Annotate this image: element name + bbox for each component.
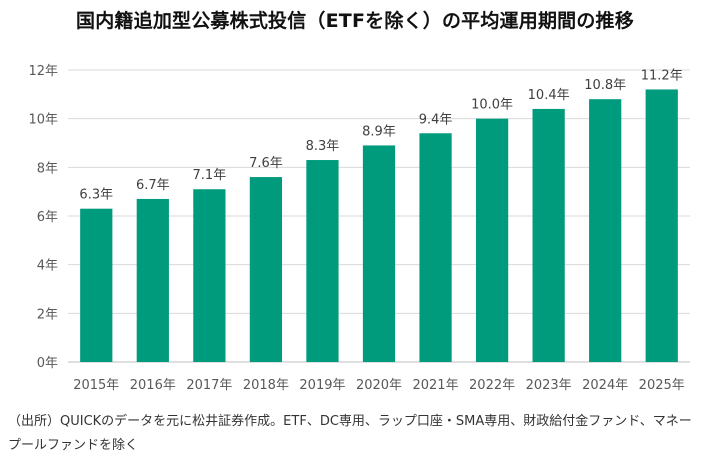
y-tick-label: 6年 bbox=[37, 210, 58, 225]
data-label: 7.6年 bbox=[249, 156, 283, 171]
x-tick-label: 2018年 bbox=[243, 378, 289, 393]
x-tick-label: 2022年 bbox=[469, 378, 515, 393]
bar bbox=[362, 145, 396, 362]
bar bbox=[193, 189, 226, 362]
y-tick-label: 8年 bbox=[37, 161, 58, 176]
data-label: 9.4年 bbox=[419, 112, 453, 127]
data-label: 7.1年 bbox=[193, 168, 227, 183]
x-tick-label: 2025年 bbox=[639, 378, 685, 393]
bar bbox=[475, 118, 509, 363]
bar bbox=[306, 160, 339, 362]
bar bbox=[249, 177, 283, 362]
y-tick-label: 0年 bbox=[37, 356, 58, 371]
x-tick-label: 2024年 bbox=[582, 378, 628, 393]
bar bbox=[589, 99, 622, 362]
bar bbox=[419, 133, 452, 362]
bars bbox=[80, 89, 678, 363]
bar bbox=[645, 89, 678, 362]
x-tick-label: 2017年 bbox=[186, 378, 232, 393]
bar bbox=[80, 208, 113, 362]
x-tick-label: 2020年 bbox=[356, 378, 402, 393]
data-label: 11.2年 bbox=[641, 68, 683, 83]
x-axis-ticks: 2015年 2016年 2017年 2018年 2019年 2020年 2021年 2022年… bbox=[73, 378, 685, 393]
source-note: （出所）QUICKのデータを元に松井証券作成。ETF、DC専用、ラップ口座・SM… bbox=[8, 414, 692, 453]
x-tick-label: 2016年 bbox=[130, 378, 176, 393]
y-tick-label: 2年 bbox=[37, 307, 58, 322]
x-tick-label: 2021年 bbox=[412, 378, 458, 393]
bar bbox=[136, 198, 169, 362]
bar bbox=[532, 108, 565, 362]
data-label: 6.7年 bbox=[136, 178, 170, 193]
y-tick-label: 4年 bbox=[37, 259, 58, 274]
x-tick-label: 2019年 bbox=[299, 378, 345, 393]
x-tick-label: 2015年 bbox=[73, 378, 119, 393]
data-label: 8.3年 bbox=[306, 139, 340, 154]
chart-title: 国内籍追加型公募株式投信（ETFを除く）の平均運用期間の推移 bbox=[76, 10, 634, 32]
data-label: 10.4年 bbox=[528, 88, 570, 103]
data-label: 10.0年 bbox=[471, 98, 513, 113]
data-label: 8.9年 bbox=[362, 124, 396, 139]
data-label: 6.3年 bbox=[79, 188, 113, 203]
data-label: 10.8年 bbox=[584, 78, 626, 93]
x-tick-label: 2023年 bbox=[526, 378, 572, 393]
y-tick-label: 10年 bbox=[28, 113, 58, 128]
y-axis-ticks: 0年 2年 4年 6年 8年 10年 12年 bbox=[28, 64, 58, 371]
y-tick-label: 12年 bbox=[28, 64, 58, 79]
data-labels: 6.3年 6.7年 7.1年 7.6年 8.3年 8.9年 9.4年 10.0年 10.4年 10… bbox=[79, 68, 682, 202]
